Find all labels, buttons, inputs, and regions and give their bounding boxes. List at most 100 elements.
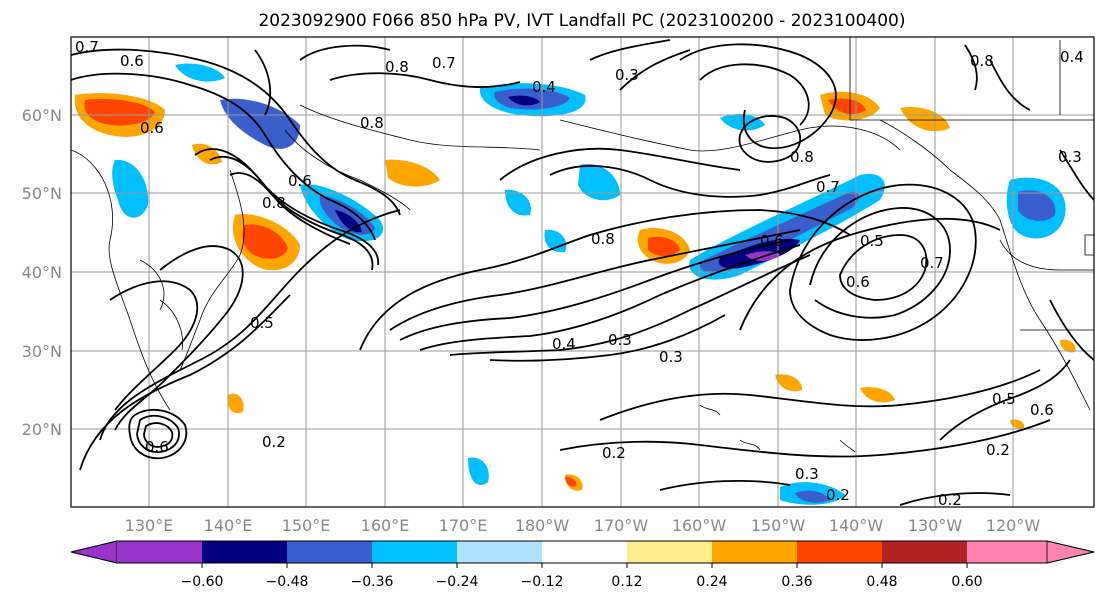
colorbar-bin	[627, 541, 712, 563]
contour-label: 0.6	[140, 119, 164, 137]
colorbar-bin	[287, 541, 372, 563]
pv-negative-region	[112, 159, 149, 218]
lon-label: 130°W	[908, 516, 963, 535]
pv-negative-region	[1018, 190, 1056, 222]
contour-label: 0.4	[532, 78, 556, 96]
contour-line	[99, 209, 401, 441]
pv-positive-region	[84, 99, 155, 126]
graticule	[71, 37, 1094, 507]
lon-label: 160°E	[361, 516, 410, 535]
contour-line	[194, 148, 379, 266]
pv-positive-region	[565, 476, 577, 487]
colorbar-bin	[117, 541, 202, 563]
contour-line	[254, 49, 272, 116]
contour-labels: 0.7 0.6 0.8 0.7 0.3 0.4 0.8 0.6 0.8 0.6 …	[75, 38, 1084, 509]
contour-line	[299, 44, 391, 61]
colorbar-tick-label: 0.12	[611, 574, 642, 590]
contour-label: 0.3	[615, 66, 639, 84]
pv-positive-region	[192, 143, 222, 165]
contour-line	[839, 234, 928, 301]
pv-positive-region	[860, 387, 895, 403]
pv-positive-region	[1060, 339, 1076, 353]
contour-line	[229, 172, 351, 245]
lon-label: 140°W	[829, 516, 884, 535]
contour-line	[143, 422, 174, 448]
contour-label: 0.5	[992, 390, 1016, 408]
colorbar-bin	[797, 541, 882, 563]
contour-line	[489, 314, 726, 362]
pv-negative-region	[508, 95, 540, 106]
contour-label: 0.8	[385, 58, 409, 76]
contour-label: 0.5	[250, 314, 274, 332]
contour-line	[329, 72, 521, 88]
lon-label: 130°E	[125, 516, 174, 535]
contour-line	[559, 419, 1051, 458]
colorbar-bin	[542, 541, 627, 563]
lon-label: 120°W	[986, 516, 1041, 535]
contour-label: 0.5	[860, 232, 884, 250]
colorbar-low-extend	[70, 540, 118, 564]
pv-positive-region	[1010, 419, 1025, 429]
pv-negative-region	[720, 114, 765, 131]
lon-label: 180°W	[515, 516, 570, 535]
ivt-contours	[71, 39, 1094, 506]
contour-line	[449, 254, 811, 356]
colorbar-bin	[967, 541, 1047, 563]
pv-positive-region	[900, 106, 950, 132]
contour-label: 0.2	[826, 486, 850, 504]
contour-line	[389, 229, 801, 331]
contour-line	[136, 414, 180, 453]
pv-negative-region	[220, 98, 300, 149]
contour-line	[79, 294, 291, 471]
colorbar-bin	[882, 541, 967, 563]
contour-label: 0.6	[120, 52, 144, 70]
contour-line	[699, 63, 810, 126]
colorbar-bin	[372, 541, 457, 563]
colorbar-tick-label: −0.48	[266, 574, 309, 590]
contour-label: 0.2	[986, 441, 1010, 459]
contour-line	[809, 207, 951, 319]
contour-label: 0.6	[1030, 401, 1054, 419]
colorbar-outline	[70, 540, 1095, 564]
colorbar-tick-label: 0.48	[866, 574, 897, 590]
map-panel: 0.7 0.6 0.8 0.7 0.3 0.4 0.8 0.6 0.8 0.6 …	[70, 36, 1095, 509]
contour-label: 0.6	[145, 438, 169, 456]
contour-line	[679, 43, 837, 150]
contour-label: 0.7	[920, 254, 944, 272]
colorbar-tick-label: 0.60	[951, 574, 982, 590]
pv-positive-region	[775, 374, 803, 392]
contour-line	[359, 209, 851, 351]
pv-positive-region	[648, 236, 680, 256]
contour-line	[739, 217, 1001, 331]
lon-label: 150°E	[282, 516, 331, 535]
pv-negative-region	[468, 457, 489, 485]
contour-label: 0.3	[1058, 148, 1082, 166]
contour-label: 0.8	[591, 230, 615, 248]
contour-line	[989, 59, 1094, 201]
contour-label: 0.6	[846, 273, 870, 291]
contour-label: 0.2	[602, 444, 626, 462]
pv-negative-region	[795, 490, 830, 503]
pv-positive-region	[227, 393, 244, 414]
contour-line	[128, 408, 188, 460]
contour-line	[589, 39, 691, 91]
colorbar-tick-label: −0.60	[181, 574, 224, 590]
contour-label: 0.2	[938, 491, 962, 509]
colorbar-ticks	[201, 563, 968, 568]
lat-label: 50°N	[22, 184, 62, 203]
lon-label: 170°W	[594, 516, 649, 535]
lon-label: 140°E	[204, 516, 253, 535]
contour-label: 0.3	[659, 348, 683, 366]
contour-label: 0.8	[790, 148, 814, 166]
longitude-axis: 130°E 140°E 150°E 160°E 170°E 180°W 170°…	[125, 516, 1041, 535]
colorbar-bin	[712, 541, 797, 563]
pv-negative-region	[578, 164, 620, 201]
contour-label: 0.7	[816, 178, 840, 196]
colorbar: −0.60 −0.48 −0.36 −0.24 −0.12 0.12 0.24 …	[70, 540, 1095, 590]
contour-line	[549, 165, 831, 198]
colorbar-tick-label: −0.12	[521, 574, 564, 590]
lat-label: 60°N	[22, 106, 62, 125]
coastlines	[71, 37, 1094, 453]
contour-line	[599, 369, 1041, 421]
